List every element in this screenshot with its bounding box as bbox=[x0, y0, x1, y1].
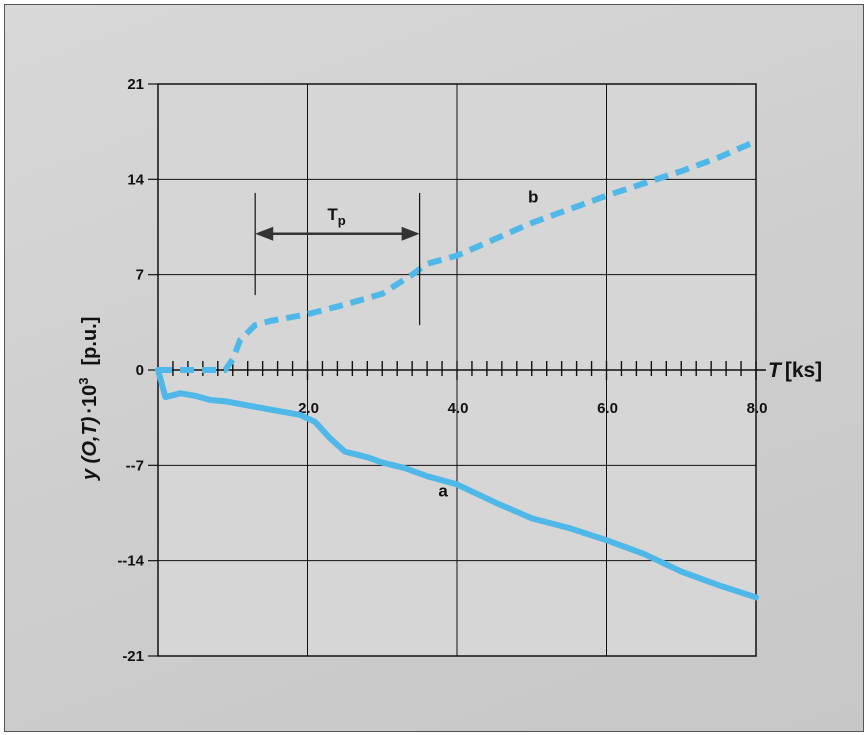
y-axis-exponent: 3 bbox=[76, 378, 91, 385]
series-b-line bbox=[158, 138, 758, 373]
x-tick-label: 6.0 bbox=[597, 400, 618, 417]
y-tick-label: 7 bbox=[136, 267, 144, 284]
y-axis-title: y (O,T)·103 [p.u.] bbox=[76, 317, 101, 481]
y-tick-label: 0 bbox=[136, 362, 144, 379]
x-tick-label: 4.0 bbox=[448, 400, 469, 417]
tp-label: Tp bbox=[327, 205, 345, 228]
y-axis-scale: ·10 bbox=[79, 385, 101, 414]
y-tick-label: 21 bbox=[127, 76, 144, 93]
series-b-label: b bbox=[528, 187, 538, 206]
y-tick-label: --7 bbox=[126, 457, 144, 474]
x-tick-label: 8.0 bbox=[747, 400, 768, 417]
series-a-line bbox=[155, 367, 759, 601]
y-axis-symbol: y (O,T) bbox=[79, 416, 101, 481]
x-tick-label: 2.0 bbox=[298, 400, 319, 417]
y-tick-label: -21 bbox=[122, 648, 144, 665]
tp-arrow-right-head bbox=[401, 226, 420, 241]
series-a-label: a bbox=[438, 482, 448, 501]
tp-label-sub: p bbox=[338, 213, 346, 228]
tp-arrow-left-head bbox=[255, 226, 274, 241]
y-tick-label: 14 bbox=[127, 171, 144, 188]
x-axis-symbol: T bbox=[768, 359, 783, 382]
tp-label-main: T bbox=[327, 205, 338, 224]
x-axis-unit: [ks] bbox=[785, 359, 822, 382]
y-axis-unit: [p.u.] bbox=[79, 317, 101, 366]
x-axis-title: T [ks] bbox=[768, 359, 822, 382]
y-tick-label: --14 bbox=[117, 553, 144, 570]
